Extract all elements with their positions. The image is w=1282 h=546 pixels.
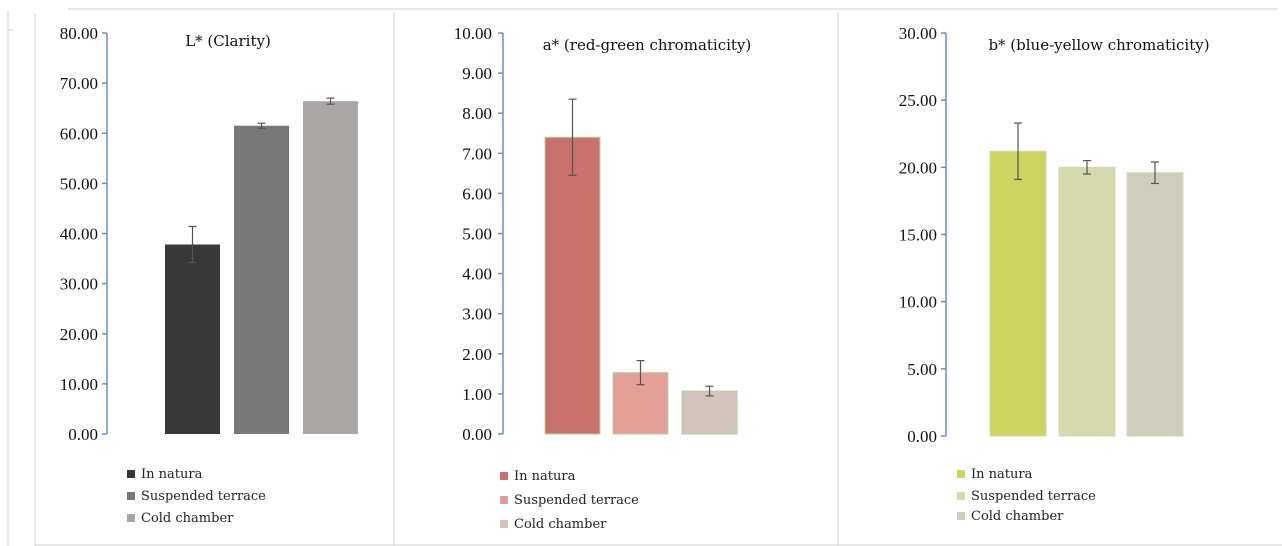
y-tick-label: 50.00 bbox=[60, 174, 98, 193]
bar-cold-chamber bbox=[681, 390, 738, 435]
y-tick-label: 80.00 bbox=[60, 24, 98, 43]
legend-label: Suspended terrace bbox=[514, 493, 639, 508]
y-tick-label: 5.00 bbox=[907, 360, 937, 379]
y-tick-label: 2.00 bbox=[462, 345, 492, 364]
bar-cold-chamber bbox=[1126, 172, 1184, 437]
chart-title: a* (red-green chromaticity) bbox=[543, 36, 752, 54]
chart-title: b* (blue-yellow chromaticity) bbox=[988, 36, 1209, 54]
y-tick-label: 10.00 bbox=[60, 375, 98, 394]
bar-in-natura bbox=[165, 244, 220, 434]
y-tick-label: 4.00 bbox=[462, 265, 492, 284]
legend-label: Cold chamber bbox=[971, 509, 1064, 524]
legend-label: In natura bbox=[141, 467, 203, 482]
y-tick-label: 0.00 bbox=[907, 427, 937, 446]
chart-panel-red-green: 0.00 1.00 2.00 3.00 4.00 5.00 6.00 7.00 8.00 9.00… bbox=[454, 24, 752, 532]
legend-swatch bbox=[957, 492, 965, 500]
y-tick-label: 6.00 bbox=[462, 184, 492, 203]
y-tick-label: 7.00 bbox=[462, 144, 492, 163]
y-tick-label: 3.00 bbox=[462, 305, 492, 324]
y-tick-label: 0.00 bbox=[462, 425, 492, 444]
legend-label: In natura bbox=[971, 467, 1033, 482]
y-tick-label: 10.00 bbox=[454, 24, 492, 43]
y-tick-label: 30.00 bbox=[60, 275, 98, 294]
bar-in-natura bbox=[989, 150, 1047, 437]
y-tick-label: 60.00 bbox=[60, 124, 98, 143]
legend-swatch bbox=[127, 492, 135, 500]
y-tick-label: 1.00 bbox=[462, 385, 492, 404]
y-tick-label: 30.00 bbox=[899, 24, 937, 43]
bar-in-natura bbox=[544, 136, 601, 435]
bar-suspended-terrace bbox=[234, 125, 289, 434]
legend-swatch bbox=[127, 514, 135, 522]
legend-swatch bbox=[500, 472, 508, 480]
chart-panel-clarity: 0.00 10.00 20.00 30.00 40.00 50.00 60.00 70.00 8… bbox=[60, 24, 358, 526]
y-tick-label: 20.00 bbox=[60, 325, 98, 344]
legend-label: In natura bbox=[514, 469, 576, 484]
chart-title: L* (Clarity) bbox=[185, 32, 271, 50]
y-tick-label: 9.00 bbox=[462, 64, 492, 83]
bar-suspended-terrace bbox=[1058, 166, 1116, 437]
legend-label: Cold chamber bbox=[141, 511, 234, 526]
chart-panel-blue-yellow: 0.00 5.00 10.00 15.00 20.00 25.00 30.00 b* (blu… bbox=[899, 24, 1210, 524]
y-tick-label: 15.00 bbox=[899, 226, 937, 245]
y-tick-label: 25.00 bbox=[899, 91, 937, 110]
y-tick-label: 70.00 bbox=[60, 74, 98, 93]
y-tick-label: 5.00 bbox=[462, 225, 492, 244]
legend-swatch bbox=[957, 470, 965, 478]
y-tick-label: 20.00 bbox=[899, 158, 937, 177]
legend-label: Suspended terrace bbox=[971, 489, 1096, 504]
y-tick-label: 0.00 bbox=[68, 425, 98, 444]
legend-swatch bbox=[500, 496, 508, 504]
legend-swatch bbox=[957, 512, 965, 520]
bar-cold-chamber bbox=[303, 101, 358, 435]
y-tick-label: 10.00 bbox=[899, 293, 937, 312]
legend-swatch bbox=[127, 470, 135, 478]
legend-swatch bbox=[500, 520, 508, 528]
legend-label: Suspended terrace bbox=[141, 489, 266, 504]
y-tick-label: 8.00 bbox=[462, 104, 492, 123]
legend-label: Cold chamber bbox=[514, 517, 607, 532]
y-tick-label: 40.00 bbox=[60, 225, 98, 244]
